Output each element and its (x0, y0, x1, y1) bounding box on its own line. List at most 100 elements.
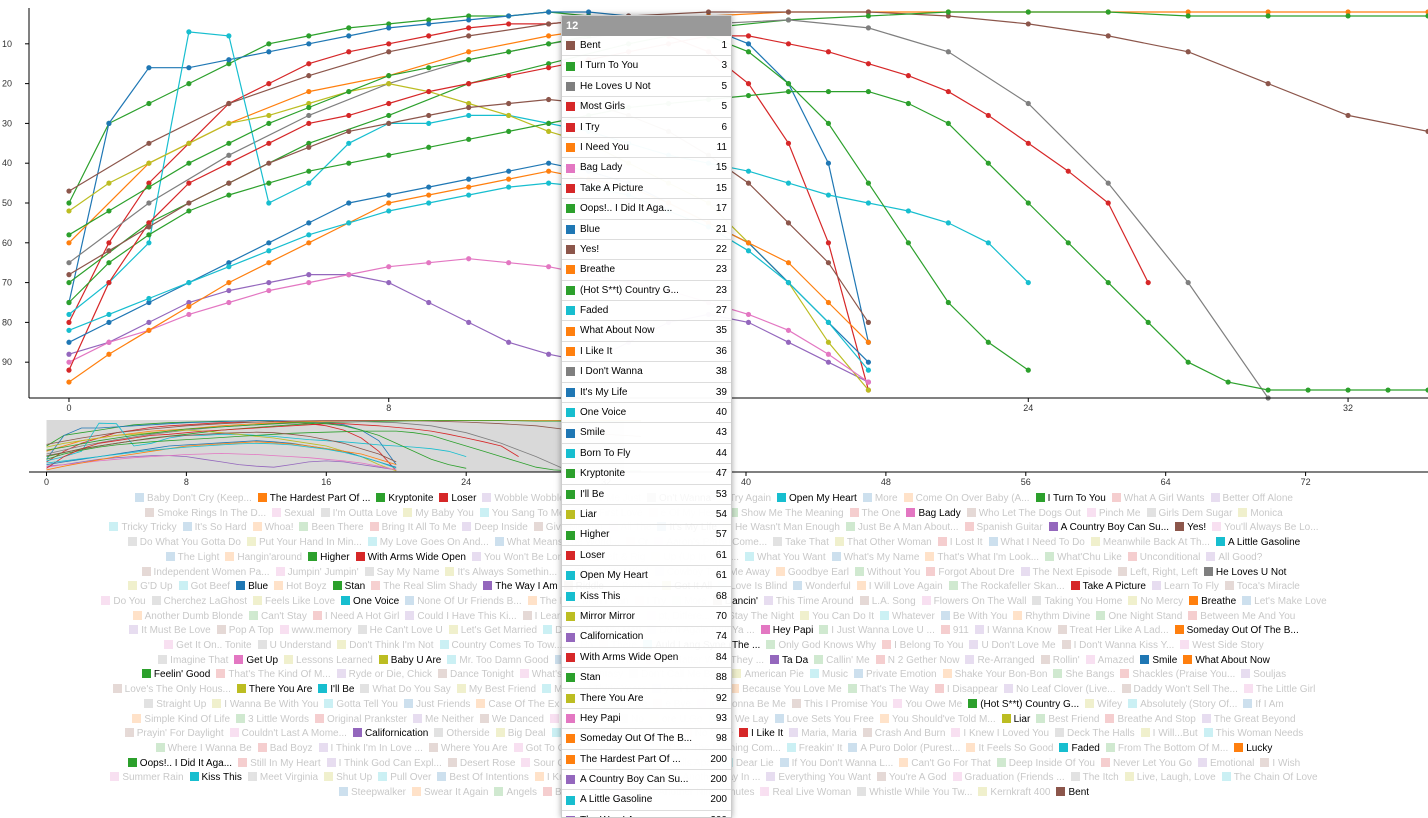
data-point[interactable] (546, 351, 552, 357)
legend-item[interactable]: Wonderful (793, 580, 851, 595)
legend-item[interactable]: Without You (854, 566, 920, 581)
legend-item[interactable]: Sour Girl (521, 757, 573, 772)
legend-item[interactable]: Put Your Hand In Min... (246, 536, 362, 551)
legend-item[interactable]: Meanwhile Back At Th... (1090, 536, 1210, 551)
data-point[interactable] (466, 49, 472, 55)
legend-item[interactable]: Another Dumb Blonde (132, 610, 243, 625)
legend-item[interactable]: Steepwalker (338, 786, 406, 801)
legend-item[interactable]: Angels (494, 786, 537, 801)
legend-item[interactable]: My Love Goes On And... (367, 536, 489, 551)
legend-item[interactable]: The Next Episode (1020, 566, 1112, 581)
data-point[interactable] (825, 260, 832, 266)
data-point[interactable] (1025, 9, 1031, 15)
legend-item[interactable]: Dance Tonight (438, 668, 514, 683)
data-point[interactable] (66, 327, 72, 333)
legend-item[interactable]: Yes! (1175, 521, 1206, 536)
data-point[interactable] (306, 180, 312, 186)
data-point[interactable] (785, 220, 792, 226)
legend-item[interactable]: You Owe Me (893, 698, 962, 713)
data-point[interactable] (466, 100, 472, 107)
data-point[interactable] (905, 208, 911, 214)
data-point[interactable] (785, 41, 792, 47)
data-point[interactable] (1265, 13, 1271, 19)
data-point[interactable] (186, 29, 192, 35)
data-point[interactable] (546, 9, 552, 15)
data-point[interactable] (1185, 9, 1191, 15)
legend-item[interactable]: Mr. Too Damn Good (447, 654, 549, 669)
data-point[interactable] (865, 379, 872, 385)
series-line-9[interactable] (68, 82, 869, 391)
legend-item[interactable]: Kryptonite (376, 492, 433, 507)
legend-item[interactable]: Desert Rose (447, 757, 515, 772)
data-point[interactable] (1265, 9, 1271, 15)
data-point[interactable] (1345, 13, 1351, 19)
legend-item[interactable]: Crash And Burn (862, 727, 945, 742)
data-point[interactable] (186, 160, 192, 166)
data-point[interactable] (426, 120, 432, 127)
legend-item[interactable]: U Don't Love Me (969, 639, 1056, 654)
data-point[interactable] (266, 140, 272, 146)
legend-item[interactable]: Case Of The Ex (What... (476, 698, 597, 713)
legend-item[interactable]: Do What You Gotta Do (127, 536, 241, 551)
legend-item[interactable]: Still In My Heart (238, 757, 321, 772)
legend-item[interactable]: Live, Laugh, Love (1124, 771, 1216, 786)
data-point[interactable] (1345, 387, 1351, 393)
legend-item[interactable]: Been There (299, 521, 364, 536)
data-point[interactable] (386, 200, 392, 206)
legend-item[interactable]: Feelin' Good (141, 668, 210, 683)
data-point[interactable] (66, 200, 72, 206)
legend-item[interactable]: N 2 Gether Now (875, 654, 959, 669)
data-point[interactable] (426, 200, 432, 206)
legend-item[interactable]: If You Don't Wanna L... (779, 757, 893, 772)
legend-item[interactable]: Lessons Learned (284, 654, 373, 669)
legend-item[interactable]: You Sang To Me (479, 507, 565, 522)
legend-item[interactable]: You're A God (876, 771, 947, 786)
legend-item[interactable]: Hot Boyz (274, 580, 327, 595)
data-point[interactable] (146, 299, 152, 306)
legend-item[interactable]: The Way I Am (483, 580, 558, 595)
data-point[interactable] (346, 272, 352, 278)
legend-item[interactable]: The Itch (1070, 771, 1119, 786)
data-point[interactable] (466, 17, 472, 23)
legend-item[interactable]: Everything You Want (766, 771, 871, 786)
data-point[interactable] (306, 61, 312, 67)
legend-item[interactable]: Let's Make Love (1242, 595, 1327, 610)
data-point[interactable] (506, 13, 512, 19)
legend-item[interactable]: Better Off Alone (1210, 492, 1293, 507)
data-point[interactable] (1105, 180, 1111, 186)
legend-item[interactable]: Real Live Woman (760, 786, 851, 801)
data-point[interactable] (1105, 279, 1111, 286)
data-point[interactable] (306, 240, 312, 246)
legend-item[interactable]: Souljas (1241, 668, 1286, 683)
data-point[interactable] (825, 351, 832, 357)
data-point[interactable] (226, 120, 232, 127)
data-point[interactable] (66, 272, 72, 278)
legend-item[interactable]: Bent (1056, 786, 1089, 801)
legend-item[interactable]: Sexual (272, 507, 315, 522)
data-point[interactable] (785, 180, 792, 186)
data-point[interactable] (745, 311, 752, 318)
data-point[interactable] (1025, 367, 1031, 373)
data-point[interactable] (466, 13, 472, 19)
data-point[interactable] (186, 299, 192, 306)
legend-item[interactable]: Can't Go For That (899, 757, 991, 772)
data-point[interactable] (106, 279, 112, 286)
data-point[interactable] (1025, 140, 1031, 146)
legend-item[interactable]: Flowers On The Wall (921, 595, 1026, 610)
legend-item[interactable]: Never Let You Go (1100, 757, 1192, 772)
data-point[interactable] (985, 160, 991, 166)
legend-item[interactable]: Emotional (1197, 757, 1254, 772)
data-point[interactable] (266, 248, 272, 254)
legend-item[interactable]: Just Friends (403, 698, 470, 713)
legend-item[interactable]: Music (809, 668, 848, 683)
legend-item[interactable]: Whoa! (252, 521, 293, 536)
legend-item[interactable]: Ryde or Die, Chick (336, 668, 432, 683)
legend-item[interactable]: Smile (1140, 654, 1177, 669)
series-line-8[interactable] (68, 274, 869, 383)
data-point[interactable] (865, 88, 872, 95)
legend-item[interactable]: Bag Lady (906, 507, 961, 522)
data-point[interactable] (506, 73, 512, 79)
data-point[interactable] (825, 49, 832, 55)
data-point[interactable] (226, 160, 232, 166)
data-point[interactable] (386, 279, 392, 286)
